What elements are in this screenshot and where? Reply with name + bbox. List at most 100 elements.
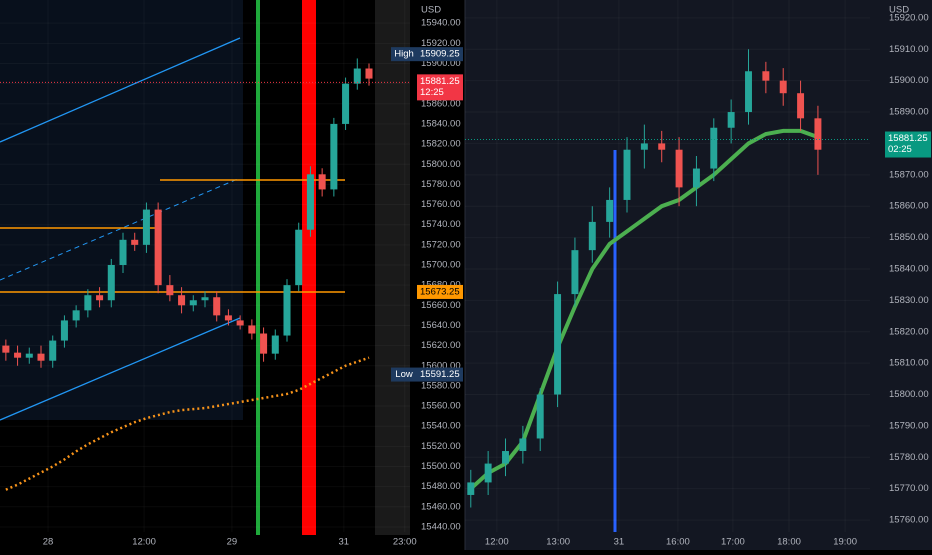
y-tick-label: 15780.00 [889, 452, 929, 463]
last-price-tag [885, 131, 931, 158]
candle-body [119, 239, 127, 265]
candle-body [797, 93, 805, 119]
candle-body [248, 325, 256, 334]
marker-value: 15591.25 [420, 369, 460, 380]
candle-body [283, 285, 291, 336]
session-band [302, 0, 316, 535]
overlay-line [5, 356, 370, 491]
channel-mid [0, 177, 241, 281]
overlay-line [469, 128, 819, 491]
y-tick-label: 15480.00 [421, 481, 461, 492]
x-tick-label: 12:00 [132, 537, 156, 548]
candle-body [330, 123, 338, 190]
candle-body [727, 112, 735, 128]
x-tick-label: 16:00 [666, 537, 690, 548]
last-price: 15881.25 [888, 133, 928, 144]
y-tick-label: 15820.00 [421, 139, 461, 150]
y-tick-label: 15770.00 [889, 483, 929, 494]
x-tick-label: 29 [227, 537, 238, 548]
poc-tag [417, 284, 463, 299]
last-price: 15881.25 [420, 76, 460, 87]
y-tick-label: 15720.00 [421, 239, 461, 250]
y-tick-label: 15660.00 [421, 300, 461, 311]
y-tick-label: 15920.00 [421, 38, 461, 49]
candle-body [166, 285, 174, 296]
y-tick-label: 15830.00 [889, 295, 929, 306]
marker-label: Low [395, 369, 413, 380]
y-tick-label: 15860.00 [421, 98, 461, 109]
marker-value: 15909.25 [420, 49, 460, 60]
y-tick-label: 15900.00 [889, 75, 929, 86]
candle-body [236, 320, 244, 326]
currency: USD [889, 5, 909, 16]
x-tick-label: 13:00 [546, 537, 570, 548]
x-tick-label: 17:00 [721, 537, 745, 548]
candle-body [467, 482, 475, 495]
candle-body [710, 127, 718, 169]
y-tick-label: 15580.00 [421, 380, 461, 391]
y-tick-label: 15620.00 [421, 340, 461, 351]
candle-body [554, 294, 562, 395]
marker-label-bg [391, 367, 417, 382]
candle-body [201, 297, 209, 301]
y-tick-label: 15780.00 [421, 179, 461, 190]
right-background [465, 0, 932, 550]
candle-body [260, 333, 268, 354]
candle-body [2, 345, 10, 353]
y-tick-label: 15700.00 [421, 260, 461, 271]
y-tick-label: 15810.00 [889, 358, 929, 369]
candle-body [14, 352, 22, 358]
y-tick-label: 15800.00 [889, 389, 929, 400]
candle-body [295, 229, 303, 286]
x-tick-label: 31 [614, 537, 625, 548]
candle-body [107, 264, 115, 301]
candle-body [484, 463, 492, 483]
candle-body [60, 320, 68, 341]
candle-body [640, 143, 648, 150]
marker-label: High [394, 49, 414, 60]
candle-body [623, 149, 631, 200]
y-tick-label: 15740.00 [421, 219, 461, 230]
candle-body [84, 295, 92, 311]
y-tick-label: 15540.00 [421, 421, 461, 432]
candle-body [502, 451, 509, 464]
x-tick-label: 23:00 [393, 537, 417, 548]
candle-body [37, 353, 45, 361]
x-tick-label: 31 [339, 537, 350, 548]
candle-body [675, 149, 683, 188]
candle-body [142, 209, 150, 245]
y-tick-label: 15920.00 [889, 12, 929, 23]
candle-body [224, 315, 232, 321]
y-tick-label: 15520.00 [421, 441, 461, 452]
last-price-tag [417, 74, 463, 101]
candle-body [342, 83, 350, 124]
y-tick-label: 15860.00 [889, 201, 929, 212]
candle-body [779, 80, 787, 94]
y-tick-label: 15500.00 [421, 461, 461, 472]
y-tick-label: 15890.00 [889, 107, 929, 118]
y-tick-label: 15820.00 [889, 326, 929, 337]
candle-body [49, 340, 57, 361]
x-tick-label: 19:00 [833, 537, 857, 548]
candle-body [318, 174, 326, 190]
x-tick-label: 18:00 [777, 537, 801, 548]
marker-value-bg [417, 367, 463, 382]
candle-body [154, 209, 162, 286]
candle-body [588, 221, 596, 251]
y-tick-label: 15850.00 [889, 232, 929, 243]
x-tick-label: 28 [43, 537, 54, 548]
y-tick-label: 15560.00 [421, 401, 461, 412]
candle-body [762, 71, 770, 81]
y-tick-label: 15600.00 [421, 360, 461, 371]
y-tick-label: 15790.00 [889, 420, 929, 431]
y-tick-label: 15900.00 [421, 58, 461, 69]
candle-body [72, 310, 80, 321]
y-tick-label: 15640.00 [421, 320, 461, 331]
channel-upper [0, 37, 241, 143]
x-tick-label: 12:00 [485, 537, 509, 548]
y-tick-label: 15870.00 [889, 169, 929, 180]
candle-body [96, 295, 104, 301]
y-tick-label: 15940.00 [421, 18, 461, 29]
candle-body [571, 250, 579, 295]
